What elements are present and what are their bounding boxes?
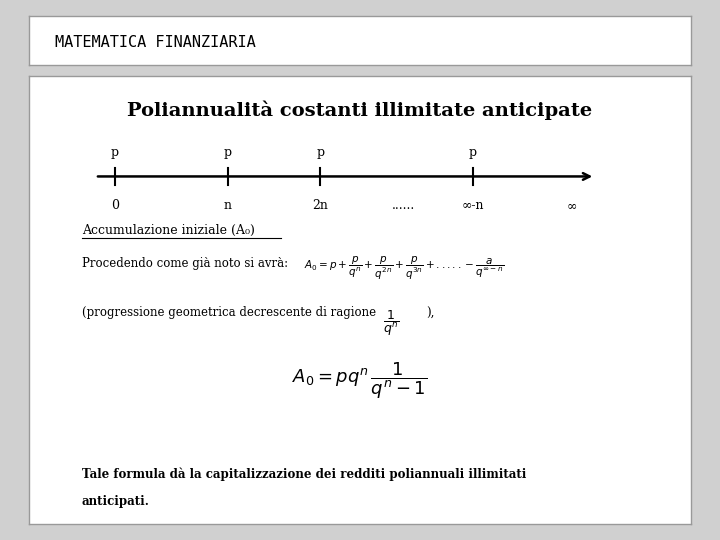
Text: p: p — [316, 145, 324, 159]
Text: ∞-n: ∞-n — [462, 199, 484, 212]
Text: Procedendo come già noto si avrà:: Procedendo come già noto si avrà: — [82, 257, 288, 270]
Text: $A_0 = p + \dfrac{p}{q^{n}} + \dfrac{p}{q^{2n}} + \dfrac{p}{q^{3n}} + .....- \df: $A_0 = p + \dfrac{p}{q^{n}} + \dfrac{p}{… — [304, 255, 504, 282]
Text: Poliannualità costanti illimitate anticipate: Poliannualità costanti illimitate antici… — [127, 100, 593, 120]
Text: MATEMATICA FINANZIARIA: MATEMATICA FINANZIARIA — [55, 36, 256, 50]
Text: ∞: ∞ — [567, 199, 577, 212]
Text: anticipati.: anticipati. — [82, 495, 150, 508]
Text: 2n: 2n — [312, 199, 328, 212]
Text: $\dfrac{1}{q^n}$: $\dfrac{1}{q^n}$ — [383, 309, 400, 339]
Text: p: p — [111, 145, 119, 159]
Text: n: n — [223, 199, 232, 212]
Text: p: p — [469, 145, 477, 159]
Text: Accumulazione iniziale (A₀): Accumulazione iniziale (A₀) — [82, 224, 255, 237]
Text: (progressione geometrica decrescente di ragione: (progressione geometrica decrescente di … — [82, 306, 376, 320]
Text: ......: ...... — [392, 199, 415, 212]
Text: ),: ), — [426, 306, 435, 320]
Text: Tale formula dà la capitalizzazione dei redditi poliannuali illimitati: Tale formula dà la capitalizzazione dei … — [82, 468, 526, 481]
Text: $A_0 = pq^n\,\dfrac{1}{q^n - 1}$: $A_0 = pq^n\,\dfrac{1}{q^n - 1}$ — [292, 360, 428, 401]
Text: 0: 0 — [111, 199, 119, 212]
Text: p: p — [223, 145, 232, 159]
